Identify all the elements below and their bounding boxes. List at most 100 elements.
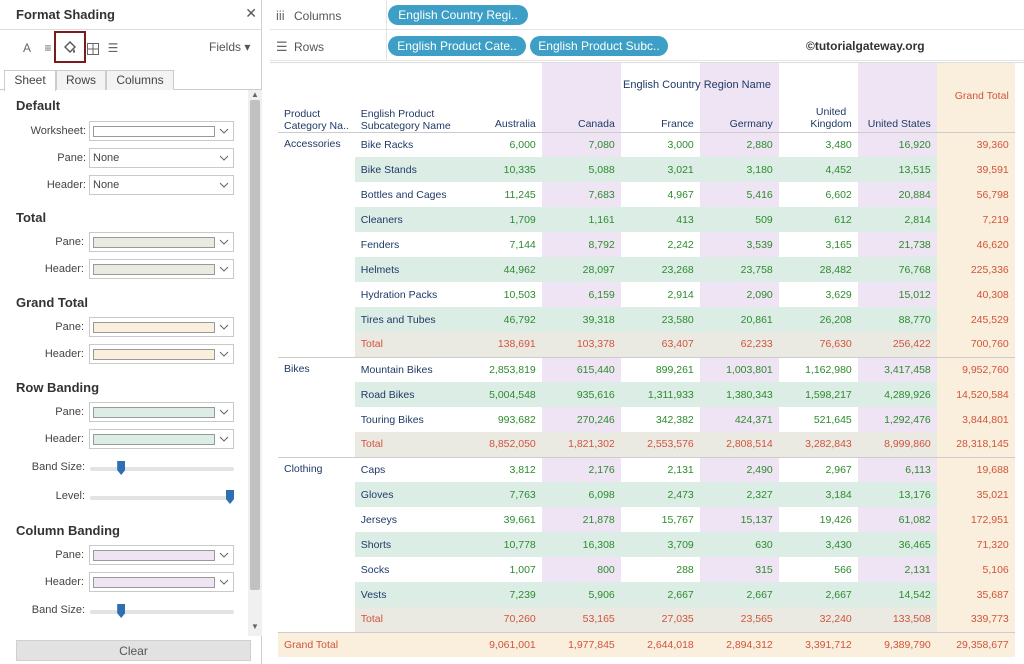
grand-total-header-dropdown[interactable] [89,344,234,364]
grand-total-cell[interactable]: 46,620 [936,232,1015,257]
grand-total-cell[interactable]: 35,687 [936,582,1015,607]
value-cell[interactable]: 509 [699,207,779,232]
value-cell[interactable]: 20,884 [857,182,937,207]
default-header-dropdown[interactable]: None [89,175,234,195]
grand-total-cell[interactable]: 172,951 [936,507,1015,532]
slider-knob[interactable] [117,461,126,475]
value-cell[interactable]: 10,503 [503,288,536,301]
value-cell[interactable]: 1,003,801 [699,356,779,382]
value-cell[interactable]: 23,565 [699,607,779,632]
value-cell[interactable]: 5,088 [541,157,621,182]
close-icon[interactable]: ✕ [245,5,257,21]
value-cell[interactable]: 7,080 [541,131,621,157]
pill-product-category[interactable]: English Product Cate.. [388,36,526,56]
default-pane-dropdown[interactable]: None [89,148,234,168]
value-cell[interactable]: 4,967 [667,188,694,201]
value-cell[interactable]: 612 [778,207,858,232]
value-cell[interactable]: 1,598,217 [778,382,858,407]
grand-total-cell[interactable]: 7,219 [936,207,1015,232]
tab-columns[interactable]: Columns [106,70,174,90]
subcategory-cell[interactable]: Socks [360,563,390,576]
value-cell[interactable]: 413 [620,207,700,232]
grand-total-cell[interactable]: 700,760 [936,332,1015,357]
value-cell[interactable]: 4,289,926 [857,382,937,407]
value-cell[interactable]: 4,452 [778,157,858,182]
value-cell[interactable]: 39,318 [541,307,621,332]
subcategory-cell[interactable]: Mountain Bikes [354,356,462,382]
value-cell[interactable]: 7,683 [541,182,621,207]
value-cell[interactable]: 3,165 [825,238,852,251]
value-cell[interactable]: 2,853,819 [461,356,542,382]
column-banding-pane-dropdown[interactable] [89,545,234,565]
total-label[interactable]: Total [354,432,462,457]
value-cell[interactable]: 138,691 [461,332,542,357]
value-cell[interactable]: 2,667 [699,582,779,607]
value-cell[interactable]: 2,814 [857,207,937,232]
worksheet-color-dropdown[interactable] [89,121,234,141]
value-cell[interactable]: 2,327 [699,482,779,507]
grand-total-cell[interactable]: 9,952,760 [936,356,1015,382]
value-cell[interactable]: 36,465 [857,532,937,557]
row-level-slider[interactable] [90,490,234,504]
value-cell[interactable]: 11,245 [504,188,536,201]
value-cell[interactable]: 14,542 [857,582,937,607]
value-cell[interactable]: 3,282,843 [778,432,858,457]
grand-total-cell[interactable]: 35,021 [936,482,1015,507]
subcategory-cell[interactable]: Road Bikes [354,382,462,407]
value-cell[interactable]: 3,629 [825,288,852,301]
value-cell[interactable]: 61,082 [857,507,937,532]
value-cell[interactable]: 3,000 [620,131,700,157]
column-header[interactable]: Germany [699,63,779,132]
value-cell[interactable]: 1,161 [541,207,621,232]
subcategory-cell[interactable]: Bike Racks [354,131,462,157]
value-cell[interactable]: 288 [676,563,694,576]
category-cell[interactable]: Bikes [278,356,355,457]
fields-dropdown[interactable]: Fields ▾ [209,40,251,54]
grand-total-cell[interactable]: 5,106 [936,557,1015,582]
total-pane-dropdown[interactable] [89,232,234,252]
subcategory-cell[interactable]: Cleaners [354,207,462,232]
grand-total-label[interactable]: Grand Total [278,631,462,657]
column-header[interactable]: United Kingdom [810,105,852,130]
grand-total-cell[interactable]: 28,318,145 [936,432,1015,457]
value-cell[interactable]: 1,007 [509,563,536,576]
value-cell[interactable]: 15,137 [699,507,779,532]
value-cell[interactable]: 21,878 [541,507,621,532]
grand-total-cell[interactable]: 39,591 [936,157,1015,182]
value-cell[interactable]: 63,407 [620,332,700,357]
value-cell[interactable]: 70,260 [461,607,542,632]
value-cell[interactable]: 1,380,343 [699,382,779,407]
subcategory-cell[interactable]: Touring Bikes [360,413,424,426]
value-cell[interactable]: 27,035 [620,607,700,632]
value-cell[interactable]: 28,097 [541,257,621,282]
borders-format-icon[interactable] [82,36,104,60]
row-banding-header-dropdown[interactable] [89,429,234,449]
value-cell[interactable]: 23,758 [699,257,779,282]
column-header[interactable]: Australia [494,117,536,130]
value-cell[interactable]: 521,645 [813,413,852,426]
value-cell[interactable]: 8,852,050 [461,432,542,457]
value-cell[interactable]: 566 [834,563,852,576]
row-header-category[interactable]: Product Category Na.. [284,107,349,132]
grand-total-cell[interactable]: 40,308 [936,282,1015,307]
value-cell[interactable]: 62,233 [699,332,779,357]
paint-bucket-icon[interactable] [54,31,86,63]
value-cell[interactable]: 2,131 [857,557,937,582]
value-cell[interactable]: 5,416 [699,182,779,207]
value-cell[interactable]: 7,763 [461,482,542,507]
value-cell[interactable]: 103,378 [541,332,621,357]
grand-total-cell[interactable]: 14,520,584 [936,382,1015,407]
value-cell[interactable]: 424,371 [699,407,779,432]
value-cell[interactable]: 270,246 [541,407,621,432]
subcategory-cell[interactable]: Vests [354,582,462,607]
grand-total-cell[interactable]: 9,061,001 [461,631,542,657]
value-cell[interactable]: 1,709 [461,207,542,232]
value-cell[interactable]: 7,144 [509,238,536,251]
column-header[interactable]: France [661,117,694,130]
value-cell[interactable]: 1,311,933 [620,382,700,407]
value-cell[interactable]: 993,682 [497,413,536,426]
value-cell[interactable]: 46,792 [461,307,542,332]
value-cell[interactable]: 899,261 [620,356,700,382]
value-cell[interactable]: 1,292,476 [857,407,937,432]
subcategory-cell[interactable]: Helmets [354,257,462,282]
